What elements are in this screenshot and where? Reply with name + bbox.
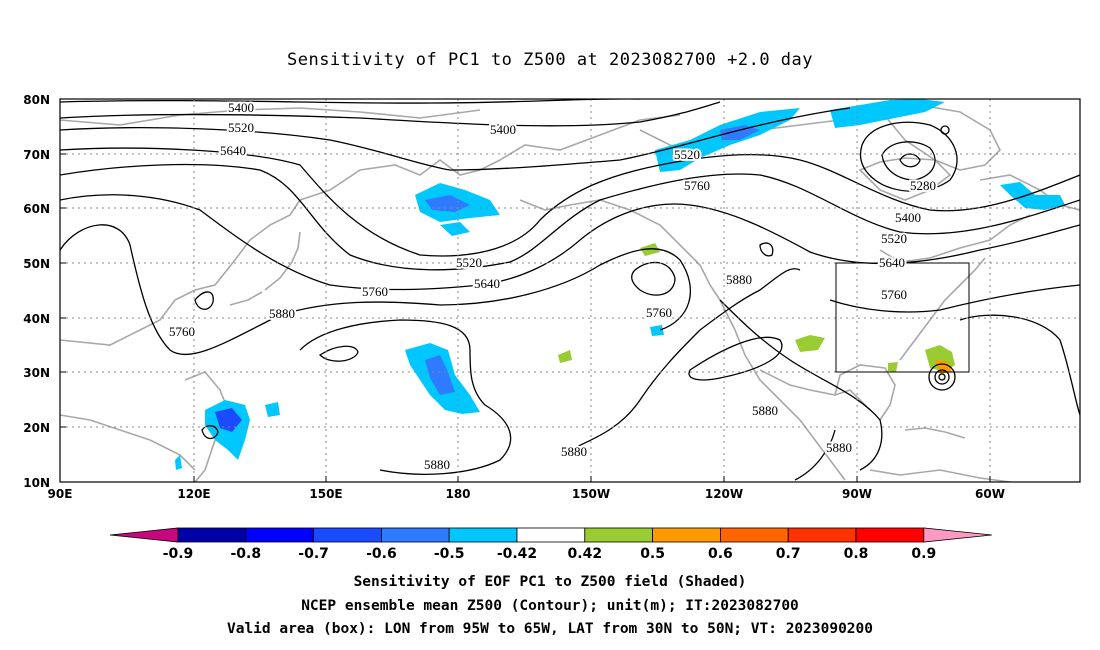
lat-tick-labels: 80N 70N 60N 50N 40N 30N 20N 10N [23,93,50,490]
contour-label: 5880 [269,306,295,321]
lat-tick-label: 80N [23,93,50,107]
colorbar-labels: -0.9 -0.8 -0.7 -0.6 -0.5 -0.42 0.42 0.5 0.6 0.7 0.… [163,546,937,562]
colorbar-segment [448,527,518,543]
lon-tick-label: 90W [842,487,872,501]
lat-tick-label: 10N [23,476,50,490]
colorbar-segment [177,527,247,543]
colorbar [109,527,992,543]
colorbar-label: -0.8 [230,546,261,562]
colorbar-segment [584,527,653,543]
lon-tick-label: 150W [572,487,610,501]
contour-label: 5520 [674,147,700,162]
colorbar-label: 0.8 [844,546,869,562]
colorbar-segment [720,527,789,543]
contour-label: 5520 [881,231,907,246]
colorbar-label: 0.42 [568,546,603,562]
colorbar-end-high [923,527,992,543]
lon-tick-labels: 90E 120E 150E 180 150W 120W 90W 60W [48,487,1005,501]
lat-tick-label: 70N [23,148,50,162]
contour-label: 5400 [228,100,254,115]
contour-label: 5880 [561,444,587,459]
contour-label: 5520 [456,255,482,270]
colorbar-segment [245,527,315,543]
colorbar-label: -0.6 [366,546,397,562]
caption-line-1: Sensitivity of EOF PC1 to Z500 field (Sh… [353,574,747,590]
contour-label: 5760 [684,178,710,193]
colorbar-end-low [109,527,179,543]
colorbar-label: -0.5 [434,546,465,562]
tick-marks [59,98,991,483]
lat-tick-label: 50N [23,257,50,271]
contour-label: 5640 [879,255,905,270]
chart-title: Sensitivity of PC1 to Z500 at 2023082700… [286,50,813,70]
contour-label: 5880 [726,272,752,287]
colorbar-segment [652,527,721,543]
contour-label: 5880 [424,457,450,472]
colorbar-label: -0.9 [163,546,194,562]
lon-tick-label: 120E [177,487,210,501]
colorbar-segment [787,527,857,543]
map-frame [59,98,1081,483]
contour-label: 5760 [646,305,672,320]
contour-label: 5760 [362,284,388,299]
lat-tick-label: 20N [23,421,50,435]
contour-label: 5280 [910,178,936,193]
lat-tick-label: 60N [23,202,50,216]
caption-line-2: NCEP ensemble mean Z500 (Contour); unit(… [301,598,799,614]
colorbar-segment [313,527,382,543]
colorbar-segment [855,527,925,543]
lat-tick-label: 30N [23,366,50,380]
contour-label-group: 5400 5520 5640 5400 5520 5760 5280 5400 … [167,99,938,474]
contour-label: 5880 [826,440,852,455]
contour-label: 5640 [220,143,246,158]
colorbar-label: 0.5 [640,546,665,562]
z500-contours [60,99,1080,481]
lon-tick-label: 150E [309,487,342,501]
colorbar-label: -0.42 [497,546,537,562]
contour-label: 5400 [895,210,921,225]
contour-label: 5640 [474,276,500,291]
colorbar-segment [516,527,586,543]
lon-tick-label: 90E [48,487,73,501]
contour-label: 5400 [490,122,516,137]
colorbar-label: 0.7 [776,546,801,562]
colorbar-segment [380,527,450,543]
lon-tick-label: 60W [975,487,1005,501]
contour-label: 5520 [228,120,254,135]
colorbar-label: 0.6 [708,546,733,562]
contour-label: 5760 [881,287,907,302]
lat-tick-label: 40N [23,312,50,326]
caption-line-3: Valid area (box): LON from 95W to 65W, L… [226,621,873,637]
colorbar-label: 0.9 [911,546,936,562]
valid-area-box [835,262,970,373]
lon-tick-label: 180 [445,487,470,501]
contour-label: 5880 [752,403,778,418]
colorbar-label: -0.7 [298,546,329,562]
contour-label: 5760 [169,324,195,339]
graticule [60,99,1080,482]
lon-tick-label: 120W [705,487,743,501]
